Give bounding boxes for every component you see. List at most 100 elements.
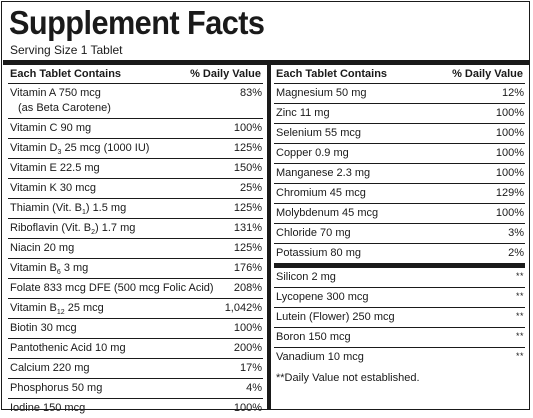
nutrient-row: Selenium 55 mcg 100% <box>274 124 525 144</box>
nutrient-row: Vanadium 10 mcg ** <box>274 348 525 367</box>
nutrient-name: Vitamin E 22.5 mg <box>10 162 100 174</box>
nutrient-row: Biotin 30 mcg 100% <box>8 319 263 339</box>
nutrient-row: Manganese 2.3 mg 100% <box>274 164 525 184</box>
top-divider-bar <box>3 60 530 65</box>
column-divider <box>267 65 271 410</box>
nutrient-row: Vitamin K 30 mcg 25% <box>8 179 263 199</box>
nutrient-row: Pantothenic Acid 10 mg 200% <box>8 339 263 359</box>
nutrient-subscript: 3 <box>57 149 62 157</box>
daily-value: 208% <box>233 282 262 294</box>
nutrient-name: Boron 150 mcg <box>276 331 351 343</box>
nutrient-name-part: Vitamin B <box>10 302 57 314</box>
nutrient-name-part: Thiamin (Vit. B <box>10 202 82 214</box>
header-each-tablet-contains: Each Tablet Contains <box>10 68 122 80</box>
nutrient-name-part: 3 mg <box>60 262 89 274</box>
daily-value: 83% <box>239 87 262 99</box>
nutrient-name: Calcium 220 mg <box>10 362 90 374</box>
daily-value: 176% <box>233 262 262 274</box>
right-column: Each Tablet Contains % Daily Value Magne… <box>274 65 525 385</box>
nutrient-row: Vitamin C 90 mg 100% <box>8 119 263 139</box>
nutrient-name-part: Vitamin B <box>10 262 57 274</box>
nutrient-name: Iodine 150 mcg <box>10 402 86 414</box>
nutrient-row: Folate 833 mcg DFE (500 mcg Folic Acid) 2… <box>8 279 263 299</box>
nutrient-name-part: 25 mcg <box>64 302 104 314</box>
daily-value: 125% <box>233 142 262 154</box>
footnote: **Daily Value not established. <box>274 367 525 385</box>
panel-title: Supplement Facts <box>9 4 265 41</box>
nutrient-name: Selenium 55 mcg <box>276 127 361 139</box>
header-daily-value: % Daily Value <box>190 68 261 80</box>
nutrient-row: Molybdenum 45 mcg 100% <box>274 204 525 224</box>
nutrient-row: Lutein (Flower) 250 mcg ** <box>274 308 525 328</box>
nutrient-row: Chloride 70 mg 3% <box>274 224 525 244</box>
daily-value: 200% <box>233 342 262 354</box>
daily-value: ** <box>515 271 524 281</box>
serving-size: Serving Size 1 Tablet <box>10 43 123 57</box>
daily-value: ** <box>515 351 524 361</box>
nutrient-row: Lycopene 300 mcg ** <box>274 288 525 308</box>
daily-value: 100% <box>233 402 262 414</box>
daily-value: ** <box>515 311 524 321</box>
daily-value: 25% <box>239 182 262 194</box>
nutrient-name-part: ) 1.7 mg <box>95 222 136 234</box>
nutrient-name: Thiamin (Vit. B1) 1.5 mg <box>10 202 126 216</box>
nutrient-name-part: 25 mcg (1000 IU) <box>61 142 150 154</box>
right-column-header: Each Tablet Contains % Daily Value <box>274 65 525 84</box>
nutrient-name: Vitamin B6 3 mg <box>10 262 88 276</box>
nutrient-name: Riboflavin (Vit. B2) 1.7 mg <box>10 222 135 236</box>
daily-value: ** <box>515 331 524 341</box>
nutrient-row: Vitamin B6 3 mg 176% <box>8 259 263 279</box>
nutrient-row: Riboflavin (Vit. B2) 1.7 mg 131% <box>8 219 263 239</box>
daily-value: 100% <box>495 167 524 179</box>
daily-value: 3% <box>508 227 524 239</box>
daily-value: 150% <box>233 162 262 174</box>
daily-value: 125% <box>233 202 262 214</box>
daily-value: 1,042% <box>224 302 262 314</box>
nutrient-row: Niacin 20 mg 125% <box>8 239 263 259</box>
nutrient-row: Thiamin (Vit. B1) 1.5 mg 125% <box>8 199 263 219</box>
header-each-tablet-contains: Each Tablet Contains <box>276 68 388 80</box>
daily-value: 4% <box>246 382 262 394</box>
nutrient-subscript: 1 <box>81 209 86 217</box>
nutrient-name: Vitamin K 30 mcg <box>10 182 97 194</box>
nutrient-name: Molybdenum 45 mcg <box>276 207 379 219</box>
nutrient-name: Chromium 45 mcg <box>276 187 366 199</box>
nutrient-name: Vitamin D3 25 mcg (1000 IU) <box>10 142 149 156</box>
nutrient-row: Copper 0.9 mg 100% <box>274 144 525 164</box>
header-daily-value: % Daily Value <box>452 68 523 80</box>
nutrient-row: Potassium 80 mg 2% <box>274 244 525 268</box>
daily-value: 129% <box>495 187 524 199</box>
right-nutrient-list: Magnesium 50 mg 12% Zinc 11 mg 100% Selenium… <box>274 84 525 367</box>
nutrient-name-part: ) 1.5 mg <box>85 202 127 214</box>
nutrient-row: Zinc 11 mg 100% <box>274 104 525 124</box>
nutrient-row: Chromium 45 mcg 129% <box>274 184 525 204</box>
nutrient-subscript: 6 <box>56 269 61 277</box>
nutrient-name: Chloride 70 mg <box>276 227 351 239</box>
nutrient-name-part: Vitamin D <box>10 142 58 154</box>
nutrient-row: Vitamin B12 25 mcg 1,042% <box>8 299 263 319</box>
daily-value: 2% <box>508 247 524 259</box>
daily-value: 17% <box>239 362 262 374</box>
nutrient-row: Calcium 220 mg 17% <box>8 359 263 379</box>
daily-value: ** <box>515 291 524 301</box>
nutrient-row: Vitamin D3 25 mcg (1000 IU) 125% <box>8 139 263 159</box>
nutrient-name-part: Riboflavin (Vit. B <box>10 222 92 234</box>
nutrient-name: Potassium 80 mg <box>276 247 361 259</box>
daily-value: 100% <box>495 207 524 219</box>
daily-value: 100% <box>233 122 262 134</box>
nutrient-name: Vanadium 10 mcg <box>276 351 364 363</box>
nutrient-row: Magnesium 50 mg 12% <box>274 84 525 104</box>
nutrient-row: Silicon 2 mg ** <box>274 268 525 288</box>
nutrient-name: Niacin 20 mg <box>10 242 75 254</box>
left-column-header: Each Tablet Contains % Daily Value <box>8 65 263 84</box>
nutrient-name: Vitamin B12 25 mcg <box>10 302 104 316</box>
nutrient-row: Boron 150 mcg ** <box>274 328 525 348</box>
daily-value: 100% <box>495 127 524 139</box>
nutrient-name: Magnesium 50 mg <box>276 87 367 99</box>
nutrient-subscript: 12 <box>56 309 65 317</box>
nutrient-name: Biotin 30 mcg <box>10 322 77 334</box>
nutrient-name: Zinc 11 mg <box>276 107 330 119</box>
nutrient-name: Pantothenic Acid 10 mg <box>10 342 126 354</box>
daily-value: 131% <box>233 222 262 234</box>
